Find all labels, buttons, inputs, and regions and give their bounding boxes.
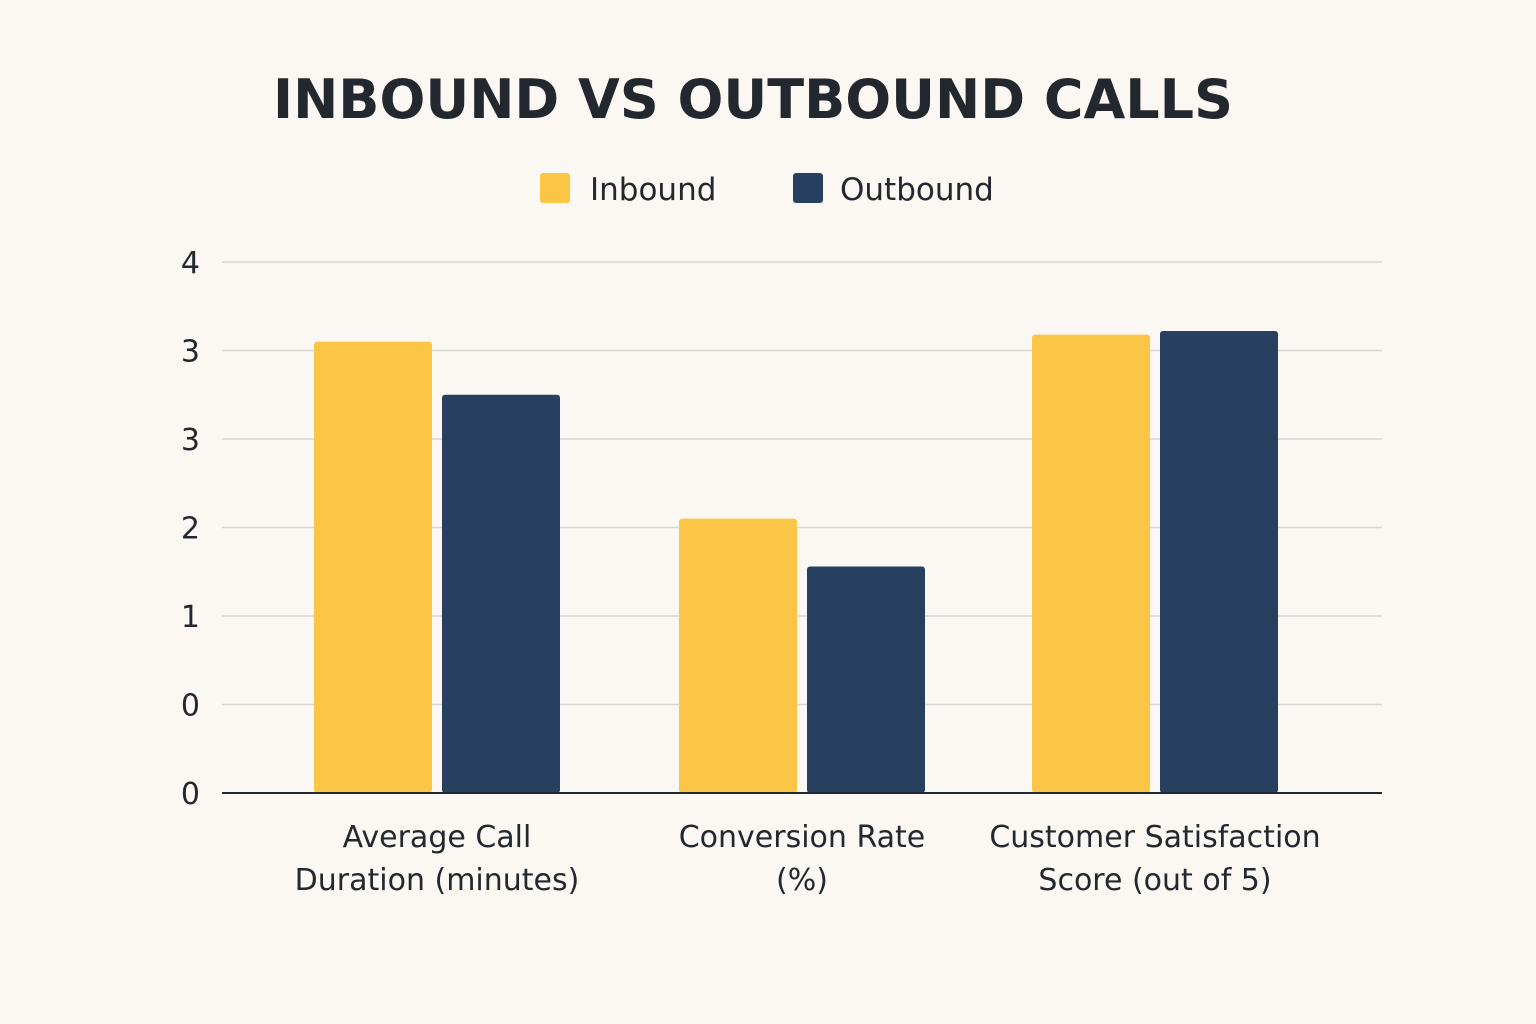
bar-outbound-1 [807, 566, 925, 793]
legend-item-inbound: Inbound [540, 172, 716, 208]
bars [314, 331, 1278, 793]
x-category-label: Average Call Duration (minutes) [295, 820, 580, 898]
bar-outbound-0 [442, 394, 560, 793]
y-tick-label: 1 [181, 600, 200, 635]
y-tick-label: 4 [181, 246, 200, 281]
y-tick-label: 2 [181, 512, 200, 547]
bar-outbound-2 [1160, 331, 1278, 793]
x-category-label: Conversion Rate (%) [679, 820, 926, 898]
y-tick-label: 3 [181, 423, 200, 458]
y-tick-label: 3 [181, 335, 200, 370]
y-tick-label: 0 [181, 689, 200, 724]
legend-swatch-outbound [793, 173, 823, 203]
legend-swatch-inbound [540, 173, 570, 203]
legend: Inbound Outbound [540, 172, 994, 208]
legend-label-outbound: Outbound [840, 172, 994, 208]
x-category-label: Customer Satisfaction Score (out of 5) [989, 820, 1320, 898]
y-axis-ticks: 0 0 1 2 3 3 4 [181, 246, 200, 812]
bar-inbound-2 [1032, 334, 1150, 793]
legend-item-outbound: Outbound [793, 172, 994, 208]
bar-inbound-1 [679, 518, 797, 793]
bar-inbound-0 [314, 341, 432, 793]
y-tick-label: 0 [181, 777, 200, 812]
x-axis-labels: Average Call Duration (minutes) Conversion… [295, 820, 1321, 898]
legend-label-inbound: Inbound [590, 172, 716, 208]
chart-title: INBOUND VS OUTBOUND CALLS [273, 68, 1233, 131]
